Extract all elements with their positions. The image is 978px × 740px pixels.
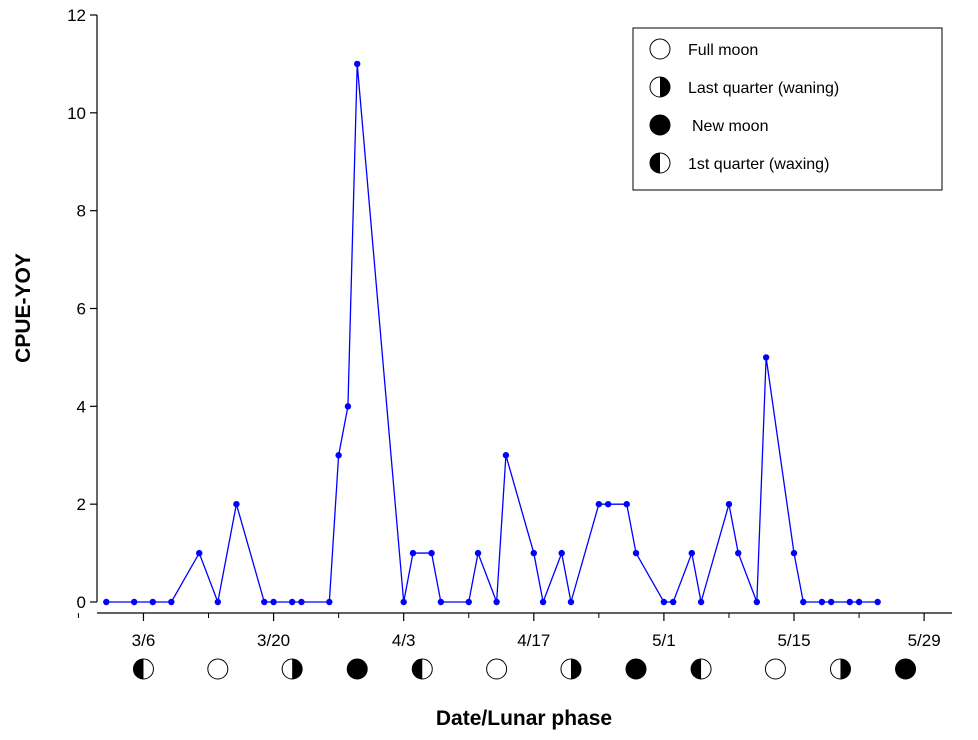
data-point [753,598,761,606]
legend-label: New moon [692,118,768,135]
last-quarter-moon-icon [281,658,303,680]
last-quarter-moon-icon [829,658,851,680]
y-tick-label: 0 [77,593,86,612]
data-point [493,598,500,606]
data-point [168,598,175,606]
new-moon-icon [895,658,917,680]
data-point [874,598,881,606]
full-moon-icon [764,658,786,680]
x-tick-label: 4/3 [392,631,416,650]
data-point [354,60,361,68]
legend-label: 1st quarter (waxing) [688,156,829,173]
data-point [669,598,677,606]
data-point [400,598,407,606]
y-tick-label: 10 [67,104,86,123]
data-point [502,452,510,459]
data-point [233,500,240,508]
data-point [567,598,575,606]
y-tick-label: 12 [67,6,86,25]
data-point [130,598,138,606]
1st-quarter-moon-icon [690,658,712,680]
data-point [344,403,352,410]
legend-full-moon-icon [649,38,671,60]
last-quarter-moon-icon [560,658,582,680]
x-tick-label: 5/29 [908,631,941,650]
data-point [558,549,565,557]
data-point [800,598,807,606]
data-point [196,549,203,557]
data-point [103,598,110,606]
legend-box [632,27,943,191]
full-moon-icon [486,658,508,680]
legend-label: Last quarter (waning) [688,80,839,97]
x-axis-title: Date/Lunar phase [436,707,612,730]
data-point [855,598,863,606]
data-point [735,549,742,557]
data-point [790,549,798,557]
new-moon-icon [346,658,368,680]
legend-last-quarter-moon-icon [649,76,671,98]
x-tick-label: 4/17 [517,631,550,650]
data-point [261,598,268,606]
data-point [697,598,705,606]
1st-quarter-moon-icon [132,658,154,680]
legend-new-moon-icon [649,114,671,136]
y-tick-label: 4 [77,397,86,416]
data-point [530,549,537,557]
legend-label: Full moon [688,42,758,59]
x-tick-label: 5/1 [652,631,676,650]
data-point [437,598,445,606]
data-point [409,549,417,557]
y-tick-label: 8 [77,202,86,221]
new-moon-icon [625,658,647,680]
data-point [539,598,547,606]
1st-quarter-moon-icon [411,658,433,680]
data-point [604,500,612,508]
data-point [474,549,482,557]
x-tick-label: 5/15 [777,631,810,650]
data-point [725,500,733,508]
series-line [106,63,878,605]
data-point [688,549,695,557]
data-point [846,598,853,606]
y-tick-label: 6 [77,300,86,319]
legend-1st-quarter-moon-icon [649,152,671,174]
data-point [214,598,222,606]
full-moon-icon [207,658,229,680]
data-point [660,598,668,606]
data-point [465,598,472,606]
data-point [762,354,770,361]
x-tick-label: 3/20 [257,631,290,650]
data-point [270,598,277,606]
data-point [595,500,603,508]
data-point [827,598,835,606]
data-point [335,452,342,459]
data-point [632,549,640,557]
data-point [623,500,630,508]
data-point [818,598,826,606]
y-tick-label: 2 [77,495,86,514]
data-point [298,598,305,606]
data-point [428,549,435,557]
x-tick-label: 3/6 [132,631,156,650]
data-point [149,598,156,606]
legend: Full moon Last quarter (waning) New moon 1s… [632,27,943,191]
data-point [326,598,333,606]
data-point [288,598,296,606]
y-axis-title: CPUE-YOY [12,253,35,363]
